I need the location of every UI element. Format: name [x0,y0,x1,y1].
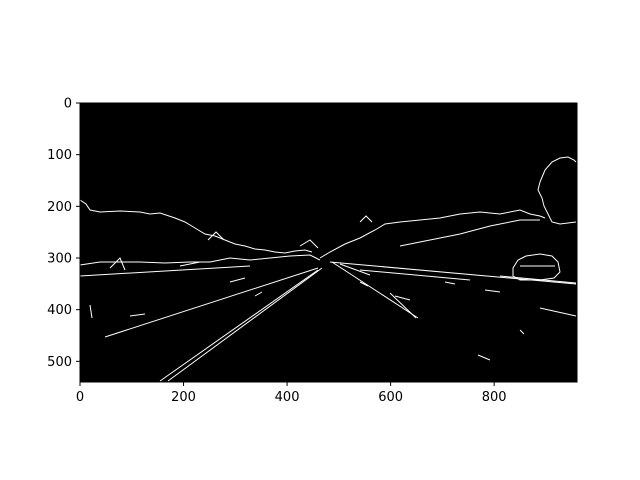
scatter-1 [89,304,93,319]
y-axis: 0 100 200 300 400 500 [47,97,80,370]
scatter-5 [229,277,246,283]
y-tick-label: 300 [47,252,72,267]
y-tick-label: 200 [47,200,72,215]
edge-image-background [80,103,577,382]
scatter-2 [129,313,146,317]
right-shoulder-line-2 [359,269,471,281]
vehicle-right [512,253,561,281]
scatter-15 [299,239,319,249]
left-lane-edge-inner [167,267,323,382]
scatter-9 [394,295,411,301]
scatter-12 [179,261,201,267]
scatter-10 [359,281,369,287]
treeline-right [319,209,546,259]
left-lane-edge-outer [159,269,319,382]
treeline-left-lower [79,254,321,266]
edge-lines [79,156,577,382]
y-tick-label: 400 [47,303,72,318]
x-tick-label: 0 [76,390,84,405]
scatter-6 [254,291,263,297]
scatter-13 [109,257,126,271]
scatter-3 [539,307,577,317]
x-tick-label: 400 [275,390,300,405]
y-tick-label: 100 [47,148,72,163]
left-shoulder-line [79,265,251,277]
y-tick-label: 0 [64,97,72,112]
tree-right-side [537,181,577,225]
right-lane-edge [331,261,419,319]
axes-frame [79,102,578,383]
x-tick-label: 200 [171,390,196,405]
x-axis: 0 200 400 600 800 [76,382,507,405]
hill-right [399,219,540,247]
scatter-4 [477,354,491,361]
tree-right-top [539,156,577,183]
x-tick-label: 600 [378,390,403,405]
treeline-left [79,199,313,254]
right-lane-dash-2 [389,292,417,319]
scatter-7 [444,281,456,285]
y-tick-label: 500 [47,355,72,370]
scatter-16 [359,215,373,223]
scatter-8 [484,289,501,293]
x-tick-label: 800 [482,390,507,405]
scatter-14 [207,231,225,241]
right-lane-dash-1 [339,263,371,276]
left-road-edge [104,267,319,338]
scatter-11 [519,329,525,335]
